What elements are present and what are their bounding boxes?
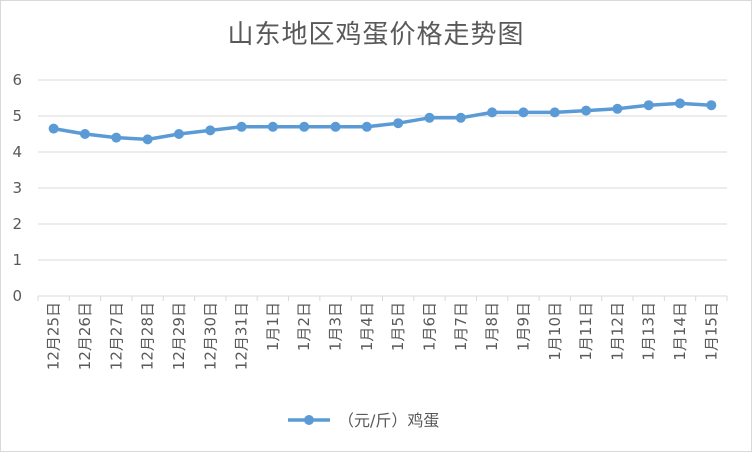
x-tick-label: 1月2日 [295, 302, 313, 351]
data-point [173, 129, 184, 139]
data-point [675, 98, 686, 109]
data-point [142, 134, 153, 145]
data-point [330, 121, 341, 132]
x-axis: 12月25日 12月26日 12月27日 12月28日 12月29日 12月30日 12月3… [37, 296, 728, 370]
x-tick-label: 1月6日 [420, 302, 438, 351]
legend-label: （元/斤）鸡蛋 [338, 411, 439, 430]
x-tick-label: 1月11日 [577, 302, 595, 361]
data-point [612, 103, 623, 114]
data-point [549, 107, 560, 118]
data-point [581, 105, 592, 116]
data-point [111, 132, 122, 143]
data-point [455, 112, 466, 123]
data-point [267, 121, 278, 132]
y-tick-label: 3 [12, 179, 22, 197]
data-point [299, 121, 310, 132]
x-tick-label: 1月9日 [514, 302, 532, 351]
data-point [393, 118, 404, 129]
data-point [706, 100, 717, 111]
data-point [79, 129, 90, 139]
y-tick-label: 0 [12, 287, 22, 305]
series-layer [48, 98, 717, 145]
x-tick-label: 1月12日 [608, 302, 626, 361]
x-tick-label: 1月13日 [640, 302, 658, 361]
x-tick-label: 1月5日 [389, 302, 407, 351]
x-tick-label: 1月10日 [546, 302, 564, 361]
x-tick-label: 12月27日 [107, 302, 125, 370]
y-axis: 0 1 2 3 4 5 6 [12, 71, 22, 305]
y-tick-label: 2 [12, 215, 22, 233]
data-point [48, 123, 59, 134]
x-tick-label: 1月1日 [264, 302, 282, 351]
x-tick-label: 1月14日 [671, 302, 689, 361]
x-tick-label: 12月26日 [76, 302, 94, 370]
x-tick-label: 12月31日 [233, 302, 251, 370]
x-tick-label: 12月28日 [139, 302, 157, 370]
y-tick-label: 6 [12, 71, 22, 89]
data-point [205, 125, 216, 136]
data-point [236, 121, 247, 132]
legend-marker [304, 415, 314, 425]
gridlines [38, 79, 727, 297]
data-point [518, 107, 529, 118]
data-point [361, 121, 372, 132]
x-tick-label: 12月30日 [201, 302, 219, 370]
data-point [487, 107, 498, 118]
x-tick-label: 1月8日 [483, 302, 501, 351]
y-tick-label: 5 [12, 107, 22, 125]
x-tick-label: 1月15日 [702, 302, 720, 361]
x-tick-label: 1月7日 [452, 302, 470, 351]
x-tick-label: 1月4日 [358, 302, 376, 351]
x-tick-label: 12月25日 [45, 302, 63, 370]
y-tick-label: 1 [12, 251, 22, 269]
data-point [424, 112, 435, 123]
series-line-0 [51, 101, 714, 142]
x-tick-label: 12月29日 [170, 302, 188, 370]
x-tick-label: 1月3日 [327, 302, 345, 351]
legend: （元/斤）鸡蛋 [288, 411, 439, 430]
data-point [643, 100, 654, 111]
y-tick-label: 4 [12, 143, 22, 161]
chart-title: 山东地区鸡蛋价格走势图 [227, 20, 525, 50]
